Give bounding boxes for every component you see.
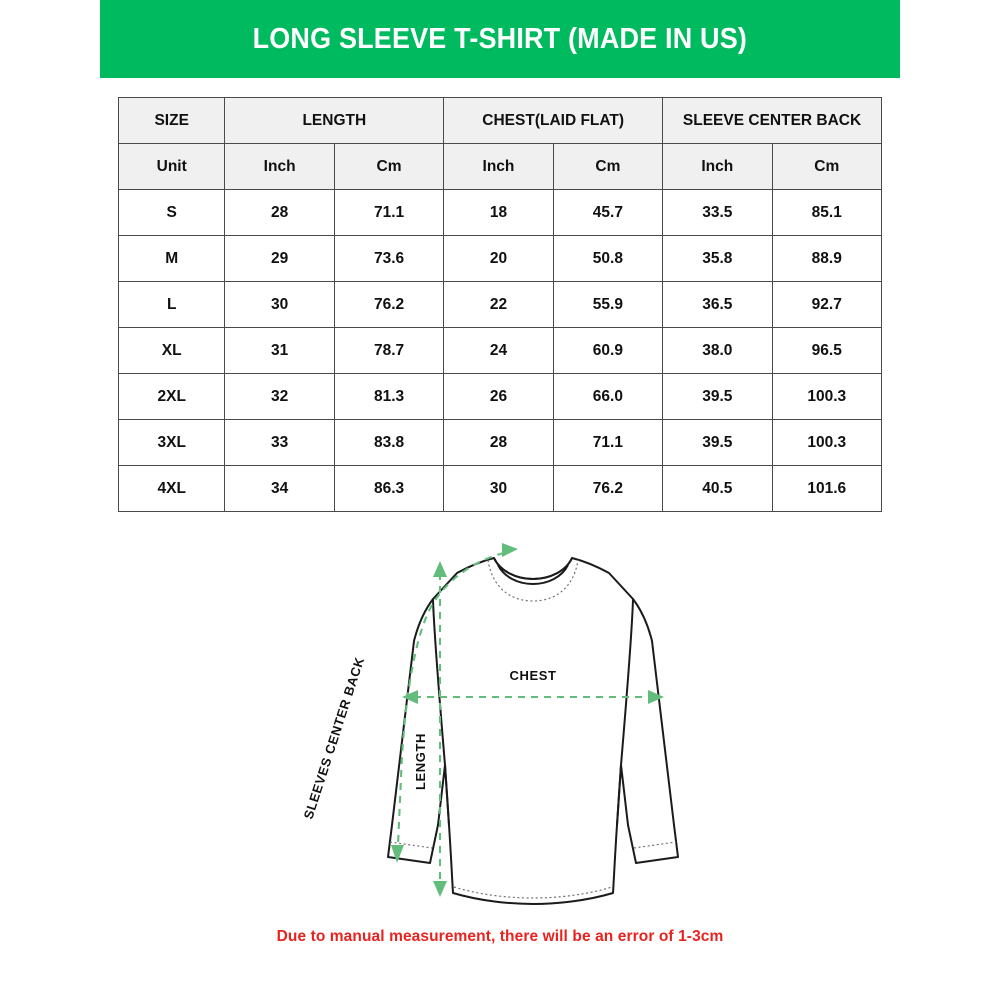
cell-sleeve-cm: 101.6 [771,465,883,512]
measurement-disclaimer: Due to manual measurement, there will be… [276,928,724,945]
page-title: LONG SLEEVE T-SHIRT (MADE IN US) [252,22,748,55]
cell-length-cm: 86.3 [333,465,445,512]
column-header-chest-inch: Inch [443,143,554,190]
left-sleeve-seam [432,598,450,826]
sleeve-measure-arrow-top [502,543,518,557]
sleeve-center-back-label: SLEEVES CENTER BACK [301,655,368,821]
cell-chest-cm: 45.7 [552,189,664,236]
cell-chest-cm: 50.8 [552,235,664,282]
table-row: XL 31 78.7 24 60.9 38.0 96.5 [117,327,883,374]
cell-size: XL [117,327,226,374]
cell-size: 3XL [117,419,226,466]
header-banner: LONG SLEEVE T-SHIRT (MADE IN US) [100,0,900,78]
length-label: LENGTH [413,733,428,790]
cell-length-in: 34 [224,465,335,512]
table-row: 3XL 33 83.8 28 71.1 39.5 100.3 [117,419,883,466]
collar-outer [493,557,573,581]
cell-chest-cm: 71.1 [552,419,664,466]
cell-size: 4XL [117,465,226,512]
cell-length-cm: 83.8 [333,419,445,466]
cell-length-cm: 81.3 [333,373,445,420]
column-group-header-length: LENGTH [224,97,445,144]
table-row: M 29 73.6 20 50.8 35.8 88.9 [117,235,883,282]
cell-sleeve-in: 33.5 [662,189,773,236]
cell-sleeve-in: 39.5 [662,373,773,420]
column-header-length-cm: Cm [333,143,445,190]
cell-length-cm: 78.7 [333,327,445,374]
hem-stitch-line [453,886,613,899]
cell-length-in: 30 [224,281,335,328]
column-header-chest-cm: Cm [552,143,664,190]
cell-chest-cm: 60.9 [552,327,664,374]
cell-length-in: 31 [224,327,335,374]
cell-chest-in: 18 [443,189,554,236]
shirt-body-outline [387,557,679,905]
tshirt-illustration [387,557,679,905]
table-row: S 28 71.1 18 45.7 33.5 85.1 [117,189,883,236]
cell-size: S [117,189,226,236]
cell-sleeve-cm: 88.9 [771,235,883,282]
chest-measure-arrow-left [402,690,418,704]
cell-sleeve-in: 40.5 [662,465,773,512]
column-header-length-inch: Inch [224,143,335,190]
cell-chest-in: 20 [443,235,554,282]
table-unit-header-row: Unit Inch Cm Inch Cm Inch Cm [117,143,883,190]
length-measure-arrow-top [433,561,447,577]
cell-length-in: 32 [224,373,335,420]
column-group-header-size: SIZE [117,97,226,144]
tshirt-measurement-diagram: SLEEVES CENTER BACK CHEST LENGTH [250,525,750,930]
cell-length-in: 28 [224,189,335,236]
column-header-sleeve-inch: Inch [662,143,773,190]
cell-length-in: 29 [224,235,335,282]
cell-sleeve-cm: 85.1 [771,189,883,236]
column-group-header-sleeve: SLEEVE CENTER BACK [662,97,882,144]
cell-sleeve-cm: 96.5 [771,327,883,374]
sleeve-measure-arrow-bottom [391,845,404,863]
column-group-header-chest: CHEST(LAID FLAT) [443,97,664,144]
cell-chest-in: 24 [443,327,554,374]
cell-size: L [117,281,226,328]
cell-sleeve-in: 36.5 [662,281,773,328]
cell-sleeve-cm: 100.3 [771,373,883,420]
cell-length-in: 33 [224,419,335,466]
cell-sleeve-in: 39.5 [662,419,773,466]
cell-length-cm: 73.6 [333,235,445,282]
chest-measure-group: CHEST [402,668,664,704]
chest-label: CHEST [509,668,556,683]
cell-chest-cm: 76.2 [552,465,664,512]
table-row: L 30 76.2 22 55.9 36.5 92.7 [117,281,883,328]
cell-sleeve-in: 38.0 [662,327,773,374]
chest-measure-arrow-right [648,690,664,704]
cell-length-cm: 76.2 [333,281,445,328]
table-row: 4XL 34 86.3 30 76.2 40.5 101.6 [117,465,883,512]
cell-chest-cm: 55.9 [552,281,664,328]
collar-stitch-line [487,559,579,602]
cell-length-cm: 71.1 [333,189,445,236]
cell-size: M [117,235,226,282]
column-header-unit: Unit [117,143,226,190]
cell-sleeve-cm: 100.3 [771,419,883,466]
size-chart-table: SIZE LENGTH CHEST(LAID FLAT) SLEEVE CENT… [117,97,883,512]
cell-chest-in: 28 [443,419,554,466]
sleeve-center-back-measure-line [396,551,505,846]
length-measure-arrow-bottom [433,881,447,897]
cell-chest-cm: 66.0 [552,373,664,420]
column-header-sleeve-cm: Cm [771,143,883,190]
cell-chest-in: 26 [443,373,554,420]
collar-inner-rib [497,564,569,586]
length-measure-group: LENGTH [413,561,447,897]
cell-chest-in: 30 [443,465,554,512]
cell-sleeve-cm: 92.7 [771,281,883,328]
right-sleeve-seam [616,598,634,826]
table-group-header-row: SIZE LENGTH CHEST(LAID FLAT) SLEEVE CENT… [117,97,882,144]
table-row: 2XL 32 81.3 26 66.0 39.5 100.3 [117,373,883,420]
cell-chest-in: 22 [443,281,554,328]
size-chart-table-container: SIZE LENGTH CHEST(LAID FLAT) SLEEVE CENT… [117,97,883,512]
cell-size: 2XL [117,373,226,420]
cell-sleeve-in: 35.8 [662,235,773,282]
